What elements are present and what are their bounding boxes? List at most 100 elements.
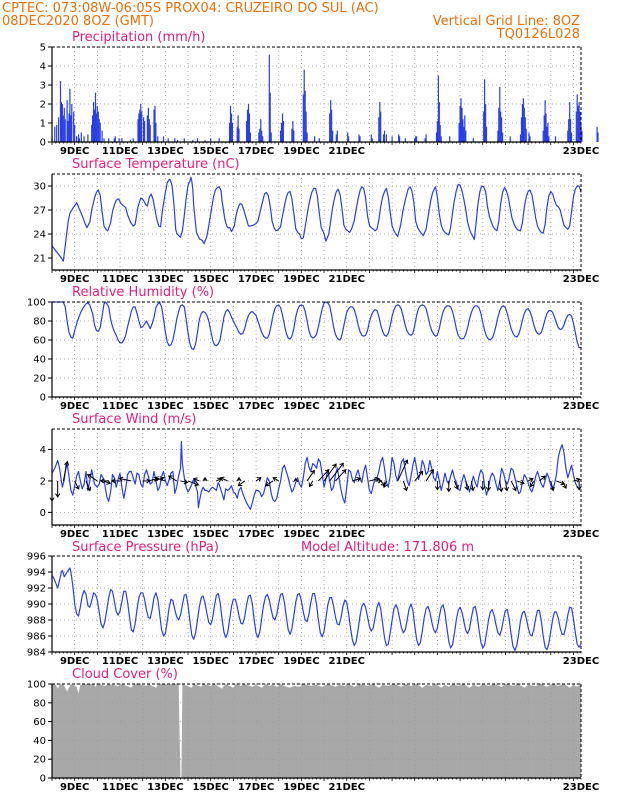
precip-bar: [154, 105, 156, 142]
precip-bar: [96, 105, 98, 142]
precip-bar: [336, 130, 338, 142]
precip-bar: [438, 102, 440, 142]
precip-bar: [520, 117, 523, 142]
wind-arrow: [397, 459, 409, 482]
station-header: CPTEC: 073:08W-06:05S PROX04: CRUZEIRO D…: [2, 1, 379, 16]
precip-bar: [358, 134, 360, 142]
wind-arrow: [485, 480, 492, 492]
precip-bar: [330, 100, 332, 142]
precip-bar: [567, 130, 569, 142]
y-tick-label: 994: [27, 568, 46, 579]
wind-arrow: [265, 480, 274, 487]
precipitation-panel: Precipitation (mm/h) 0 1 2 3 4 5 9DEC 11DEC 13DE…: [40, 30, 600, 157]
precip-bar: [101, 130, 103, 142]
wind-arrow: [561, 480, 567, 489]
pressure-title: Surface Pressure (hPa): [72, 540, 219, 555]
wind-arrow: [539, 475, 546, 482]
precip-bar: [370, 134, 372, 142]
precip-bar: [548, 136, 550, 142]
wind-arrow: [527, 477, 534, 483]
precip-bar: [461, 107, 463, 142]
x-tick-label: 19DEC: [283, 782, 319, 793]
precip-bar: [529, 136, 531, 142]
precip-bar: [391, 136, 393, 142]
series-line: [51, 441, 582, 510]
precip-bar: [236, 126, 238, 142]
wind-arrow: [86, 473, 98, 482]
precip-bar: [280, 123, 283, 142]
y-tick-label: 992: [27, 584, 46, 595]
precip-bar: [385, 134, 387, 142]
precip-bar: [314, 136, 316, 142]
x-tick-label: 21DEC: [329, 274, 365, 285]
precip-bar: [237, 115, 239, 142]
wind-arrow: [306, 469, 315, 482]
y-tick-label: 20: [33, 374, 46, 385]
precip-bar: [579, 111, 581, 142]
precip-bar: [204, 140, 206, 142]
precip-bar: [67, 121, 69, 142]
precip-bar: [63, 107, 65, 142]
precip-bar: [458, 123, 460, 142]
precip-bar: [93, 102, 95, 142]
precip-bar: [416, 136, 418, 142]
precip-bar: [404, 138, 406, 142]
y-tick-label: 0: [40, 774, 46, 785]
precip-bar: [596, 126, 598, 142]
precip-bar: [576, 94, 578, 142]
temperature-panel: Surface Temperature (nC) 21 24 27 30 9DEC 11D…: [33, 157, 599, 285]
x-tick-label: 11DEC: [102, 401, 138, 412]
precip-bar: [371, 138, 373, 142]
precip-bar: [259, 128, 261, 142]
x-tick-label: 19DEC: [283, 656, 319, 667]
x-tick-label: 23DEC: [563, 401, 599, 412]
y-tick-label: 30: [33, 182, 46, 193]
precip-bar: [415, 136, 417, 142]
precip-bar: [425, 134, 427, 142]
precip-bar: [56, 124, 58, 142]
precip-bar: [547, 123, 549, 142]
cloud-title: Cloud Cover (%): [72, 667, 178, 682]
precip-bar: [571, 132, 573, 142]
precip-bar: [568, 119, 570, 142]
precip-bar: [261, 130, 263, 142]
wind-arrow: [202, 476, 208, 482]
y-tick-label: 0: [40, 138, 46, 149]
precip-bar: [498, 107, 500, 142]
precip-bar: [70, 115, 72, 142]
precip-bar: [509, 136, 511, 142]
precip-bar: [383, 134, 385, 142]
x-tick-label: 9DEC: [60, 146, 89, 157]
wind-arrow: [255, 477, 262, 482]
precip-bar: [231, 123, 233, 142]
header: CPTEC: 073:08W-06:05S PROX04: CRUZEIRO D…: [2, 1, 580, 42]
precip-bar: [575, 111, 577, 142]
x-tick-label: 9DEC: [60, 274, 89, 285]
precip-bar: [196, 138, 199, 142]
precip-bar: [137, 119, 139, 142]
precip-bar: [54, 126, 56, 142]
y-tick-label: 100: [27, 680, 46, 691]
x-tick-label: 9DEC: [60, 529, 89, 540]
x-tick-label: 11DEC: [102, 782, 138, 793]
x-tick-label: 17DEC: [238, 401, 274, 412]
precip-bar: [183, 138, 185, 142]
wind-arrow: [434, 480, 441, 491]
precip-bar: [483, 111, 485, 142]
precip-bar: [146, 115, 148, 142]
wind-arrow: [293, 477, 299, 483]
precip-bar: [292, 121, 294, 142]
y-tick-label: 4: [40, 62, 46, 73]
wind-title: Surface Wind (m/s): [72, 412, 196, 427]
precip-bar: [440, 136, 442, 142]
humidity-title: Relative Humidity (%): [72, 285, 214, 300]
precip-bar: [248, 113, 250, 142]
x-tick-label: 17DEC: [238, 274, 274, 285]
precip-bar: [73, 111, 75, 142]
wind-arrow: [180, 479, 189, 485]
y-tick-label: 60: [33, 336, 46, 347]
precip-bar: [270, 132, 272, 142]
wind-arrow: [425, 468, 434, 482]
precip-bar: [569, 102, 571, 142]
